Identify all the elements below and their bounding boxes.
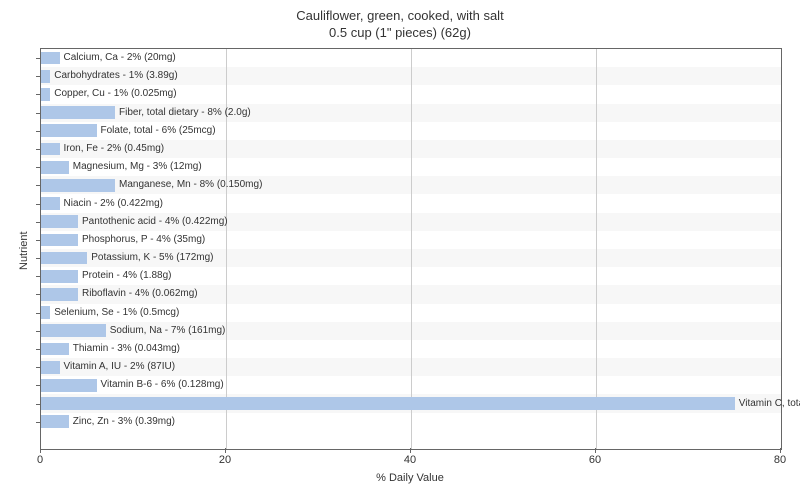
- nutrient-bar: [41, 234, 78, 247]
- chart-title-line2: 0.5 cup (1" pieces) (62g): [0, 25, 800, 40]
- y-tick-mark: [36, 294, 41, 295]
- x-tick-mark: [225, 448, 226, 453]
- nutrient-label: Carbohydrates - 1% (3.89g): [54, 70, 177, 81]
- y-tick-mark: [36, 385, 41, 386]
- nutrient-label: Folate, total - 6% (25mcg): [101, 125, 216, 136]
- y-tick-mark: [36, 349, 41, 350]
- nutrient-bar: [41, 124, 97, 137]
- y-tick-mark: [36, 404, 41, 405]
- x-tick-label: 60: [589, 454, 601, 466]
- chart-title-line1: Cauliflower, green, cooked, with salt: [0, 8, 800, 23]
- x-tick-label: 20: [219, 454, 231, 466]
- y-tick-mark: [36, 131, 41, 132]
- nutrient-label: Calcium, Ca - 2% (20mg): [64, 52, 176, 63]
- nutrient-bar: [41, 379, 97, 392]
- nutrient-label: Vitamin C, total ascorbic acid - 75% (45…: [739, 398, 800, 409]
- nutrient-label: Magnesium, Mg - 3% (12mg): [73, 161, 202, 172]
- y-axis-label: Nutrient: [18, 231, 30, 270]
- nutrient-bar: [41, 179, 115, 192]
- gridline: [411, 49, 412, 449]
- y-tick-mark: [36, 276, 41, 277]
- nutrient-label: Niacin - 2% (0.422mg): [64, 198, 163, 209]
- y-tick-mark: [36, 313, 41, 314]
- x-tick-mark: [40, 448, 41, 453]
- nutrient-bar: [41, 252, 87, 265]
- nutrient-label: Iron, Fe - 2% (0.45mg): [64, 143, 165, 154]
- nutrient-bar: [41, 143, 60, 156]
- nutrient-bar: [41, 361, 60, 374]
- nutrient-bar: [41, 270, 78, 283]
- nutrient-label: Copper, Cu - 1% (0.025mg): [54, 88, 176, 99]
- nutrient-label: Vitamin B-6 - 6% (0.128mg): [101, 379, 224, 390]
- x-axis-label: % Daily Value: [40, 472, 780, 484]
- y-tick-mark: [36, 76, 41, 77]
- nutrient-bar: [41, 324, 106, 337]
- y-tick-mark: [36, 367, 41, 368]
- x-tick-mark: [595, 448, 596, 453]
- nutrient-bar: [41, 343, 69, 356]
- nutrient-label: Manganese, Mn - 8% (0.150mg): [119, 179, 262, 190]
- y-tick-mark: [36, 185, 41, 186]
- y-tick-mark: [36, 422, 41, 423]
- y-tick-mark: [36, 222, 41, 223]
- nutrient-label: Selenium, Se - 1% (0.5mcg): [54, 307, 179, 318]
- nutrient-label: Riboflavin - 4% (0.062mg): [82, 288, 198, 299]
- y-tick-mark: [36, 94, 41, 95]
- nutrient-bar: [41, 88, 50, 101]
- nutrient-label: Thiamin - 3% (0.043mg): [73, 343, 180, 354]
- x-tick-mark: [410, 448, 411, 453]
- nutrient-bar: [41, 306, 50, 319]
- x-tick-label: 0: [37, 454, 43, 466]
- x-tick-mark: [780, 448, 781, 453]
- y-tick-mark: [36, 113, 41, 114]
- nutrient-label: Pantothenic acid - 4% (0.422mg): [82, 216, 228, 227]
- nutrient-label: Protein - 4% (1.88g): [82, 270, 172, 281]
- plot-area: Calcium, Ca - 2% (20mg) Carbohydrates - 1…: [40, 48, 782, 450]
- nutrient-bar: [41, 52, 60, 65]
- y-tick-mark: [36, 58, 41, 59]
- nutrient-chart: Cauliflower, green, cooked, with salt 0.…: [0, 0, 800, 500]
- y-tick-mark: [36, 331, 41, 332]
- y-tick-mark: [36, 149, 41, 150]
- nutrient-bar: [41, 397, 735, 410]
- nutrient-bar: [41, 215, 78, 228]
- nutrient-bar: [41, 70, 50, 83]
- nutrient-label: Fiber, total dietary - 8% (2.0g): [119, 107, 251, 118]
- y-tick-mark: [36, 258, 41, 259]
- nutrient-label: Zinc, Zn - 3% (0.39mg): [73, 416, 175, 427]
- y-tick-mark: [36, 240, 41, 241]
- nutrient-label: Sodium, Na - 7% (161mg): [110, 325, 226, 336]
- nutrient-bar: [41, 288, 78, 301]
- nutrient-bar: [41, 197, 60, 210]
- nutrient-label: Potassium, K - 5% (172mg): [91, 252, 213, 263]
- nutrient-bar: [41, 415, 69, 428]
- gridline: [596, 49, 597, 449]
- y-tick-mark: [36, 204, 41, 205]
- nutrient-label: Vitamin A, IU - 2% (87IU): [64, 361, 176, 372]
- nutrient-label: Phosphorus, P - 4% (35mg): [82, 234, 205, 245]
- nutrient-bar: [41, 161, 69, 174]
- x-tick-label: 80: [774, 454, 786, 466]
- nutrient-bar: [41, 106, 115, 119]
- y-tick-mark: [36, 167, 41, 168]
- x-tick-label: 40: [404, 454, 416, 466]
